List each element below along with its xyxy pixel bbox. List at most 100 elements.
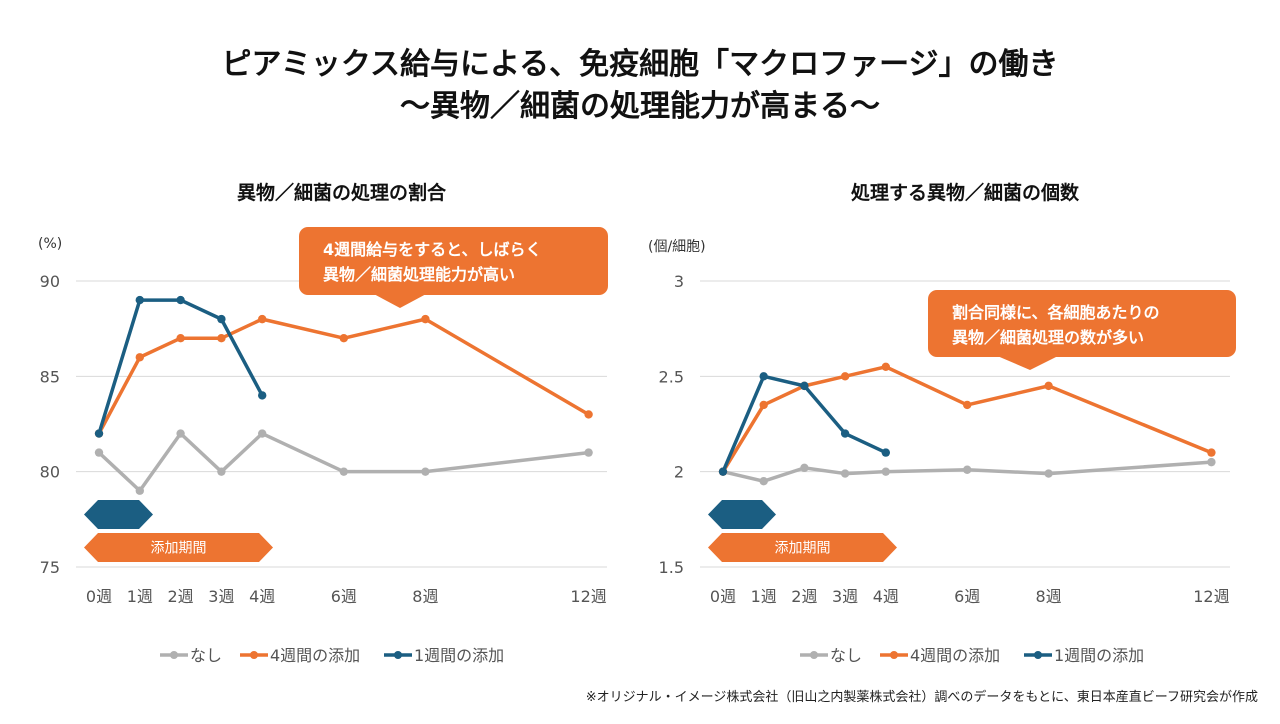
y-tick-label: 80 [40,463,60,482]
legend-label-none: なし [830,646,862,665]
data-point-none [881,467,890,476]
legend-marker-none [810,651,818,659]
x-tick-label: 1週 [127,587,153,606]
series-line-none [97,431,589,493]
data-point-four_week [1044,381,1053,391]
x-tick-label: 3週 [832,587,858,606]
y-tick-label: 2.5 [659,367,684,386]
period-band-label: 添加期間 [151,541,207,557]
period-band-label: 添加期間 [775,541,831,557]
data-point-none [1044,469,1053,478]
x-tick-label: 4週 [873,587,899,606]
data-point-one_week [217,314,226,324]
y-tick-label: 2 [674,463,684,482]
data-point-four_week [963,400,972,410]
data-point-four_week [176,334,185,343]
data-point-none [759,477,768,486]
data-point-one_week [840,429,850,438]
callout-text-line2: 異物／細菌処理能力が高い [323,265,515,284]
data-point-none [584,448,593,457]
left-chart-title: 異物／細菌の処理の割合 [236,182,446,204]
x-tick-label: 4週 [249,587,275,606]
data-point-none [963,465,972,474]
y-tick-label: 75 [40,558,60,577]
x-tick-label: 2週 [791,587,817,606]
data-point-none [94,448,104,457]
x-tick-label: 0週 [710,587,736,606]
right-chart-title: 処理する異物／細菌の個数 [850,182,1079,204]
legend-marker-one_week [1034,651,1042,659]
data-point-four_week [421,314,430,324]
left-chart: 75 80 85 90 0週 1週 2週 3週 4週 6週 8週 12週 添加期間 4週間給与をすると、し… [40,227,608,665]
data-point-four_week [217,334,226,343]
data-point-one_week [800,381,809,391]
data-point-none [217,467,226,476]
legend-label-four_week: 4週間の添加 [270,646,360,665]
x-tick-label: 0週 [86,587,112,606]
data-point-four_week [135,353,144,362]
data-point-four_week [881,362,890,371]
main-title: ピアミックス給与による、免疫細胞「マクロファージ」の働き ～異物／細菌の処理能力… [0,44,1280,128]
callout-text-line1: 4週間給与をすると、しばらく [323,240,542,259]
one-week-period-band [708,500,776,529]
data-point-one_week [258,391,267,400]
callout-text-line2: 異物／細菌処理の数が多い [952,328,1144,347]
callout-box [299,227,608,295]
series-line-none [722,460,1212,483]
y-tick-label: 3 [674,272,684,291]
x-tick-label: 2週 [168,587,194,606]
legend-marker-four_week [890,651,898,659]
data-point-one_week [759,372,768,381]
data-point-none [258,429,267,438]
x-tick-label: 3週 [208,587,234,606]
data-point-none [176,429,185,438]
one-week-period-band [84,500,153,529]
y-tick-label: 1.5 [659,558,684,577]
x-tick-label: 8週 [1036,587,1062,606]
data-point-none [1207,457,1216,467]
y-tick-label: 90 [40,272,60,291]
legend-label-four_week: 4週間の添加 [910,646,1000,665]
series-line-one_week [721,374,887,473]
x-tick-label: 12週 [570,587,606,606]
main-title-line1: ピアミックス給与による、免疫細胞「マクロファージ」の働き [221,47,1059,82]
data-point-one_week [881,448,890,457]
legend-label-one_week: 1週間の添加 [1054,646,1144,665]
x-tick-label: 12週 [1193,587,1229,606]
series-line-four_week [721,365,1213,473]
x-tick-label: 6週 [331,587,357,606]
data-point-four_week [840,372,850,381]
data-point-four_week [759,400,768,410]
x-tick-label: 1週 [751,587,777,606]
callout-pointer [372,293,428,308]
footnote: ※オリジナル・イメージ株式会社（旧山之内製薬株式会社）調べのデータをもとに、東日… [585,690,1258,705]
four-week-period-band [84,533,273,562]
legend-marker-four_week [250,651,258,659]
data-point-none [840,469,850,478]
data-point-four_week [584,410,593,419]
legend-label-none: なし [190,646,222,665]
data-point-none [135,486,144,495]
callout-text-line1: 割合同様に、各細胞あたりの [952,303,1160,322]
data-point-none [339,467,348,476]
data-point-four_week [258,314,267,324]
x-tick-label: 8週 [412,587,438,606]
series-line-one_week [97,298,264,435]
data-point-four_week [339,334,348,343]
data-point-one_week [135,295,144,305]
callout-pointer [995,355,1060,370]
data-point-none [800,463,809,473]
data-point-none [421,467,430,476]
legend-label-one_week: 1週間の添加 [414,646,504,665]
data-point-four_week [1207,448,1216,457]
right-chart: 1.5 2 2.5 3 0週 1週 2週 3週 4週 6週 8週 12週 添加期間 割合同様に、各細胞あた… [659,272,1236,665]
x-tick-label: 6週 [954,587,980,606]
data-point-one_week [718,467,728,476]
data-point-one_week [176,295,185,305]
right-y-unit: (個/細胞) [648,239,706,255]
y-tick-label: 85 [40,367,60,386]
left-y-unit: (%) [38,236,63,252]
four-week-period-band [708,533,897,562]
callout-box [928,290,1236,357]
